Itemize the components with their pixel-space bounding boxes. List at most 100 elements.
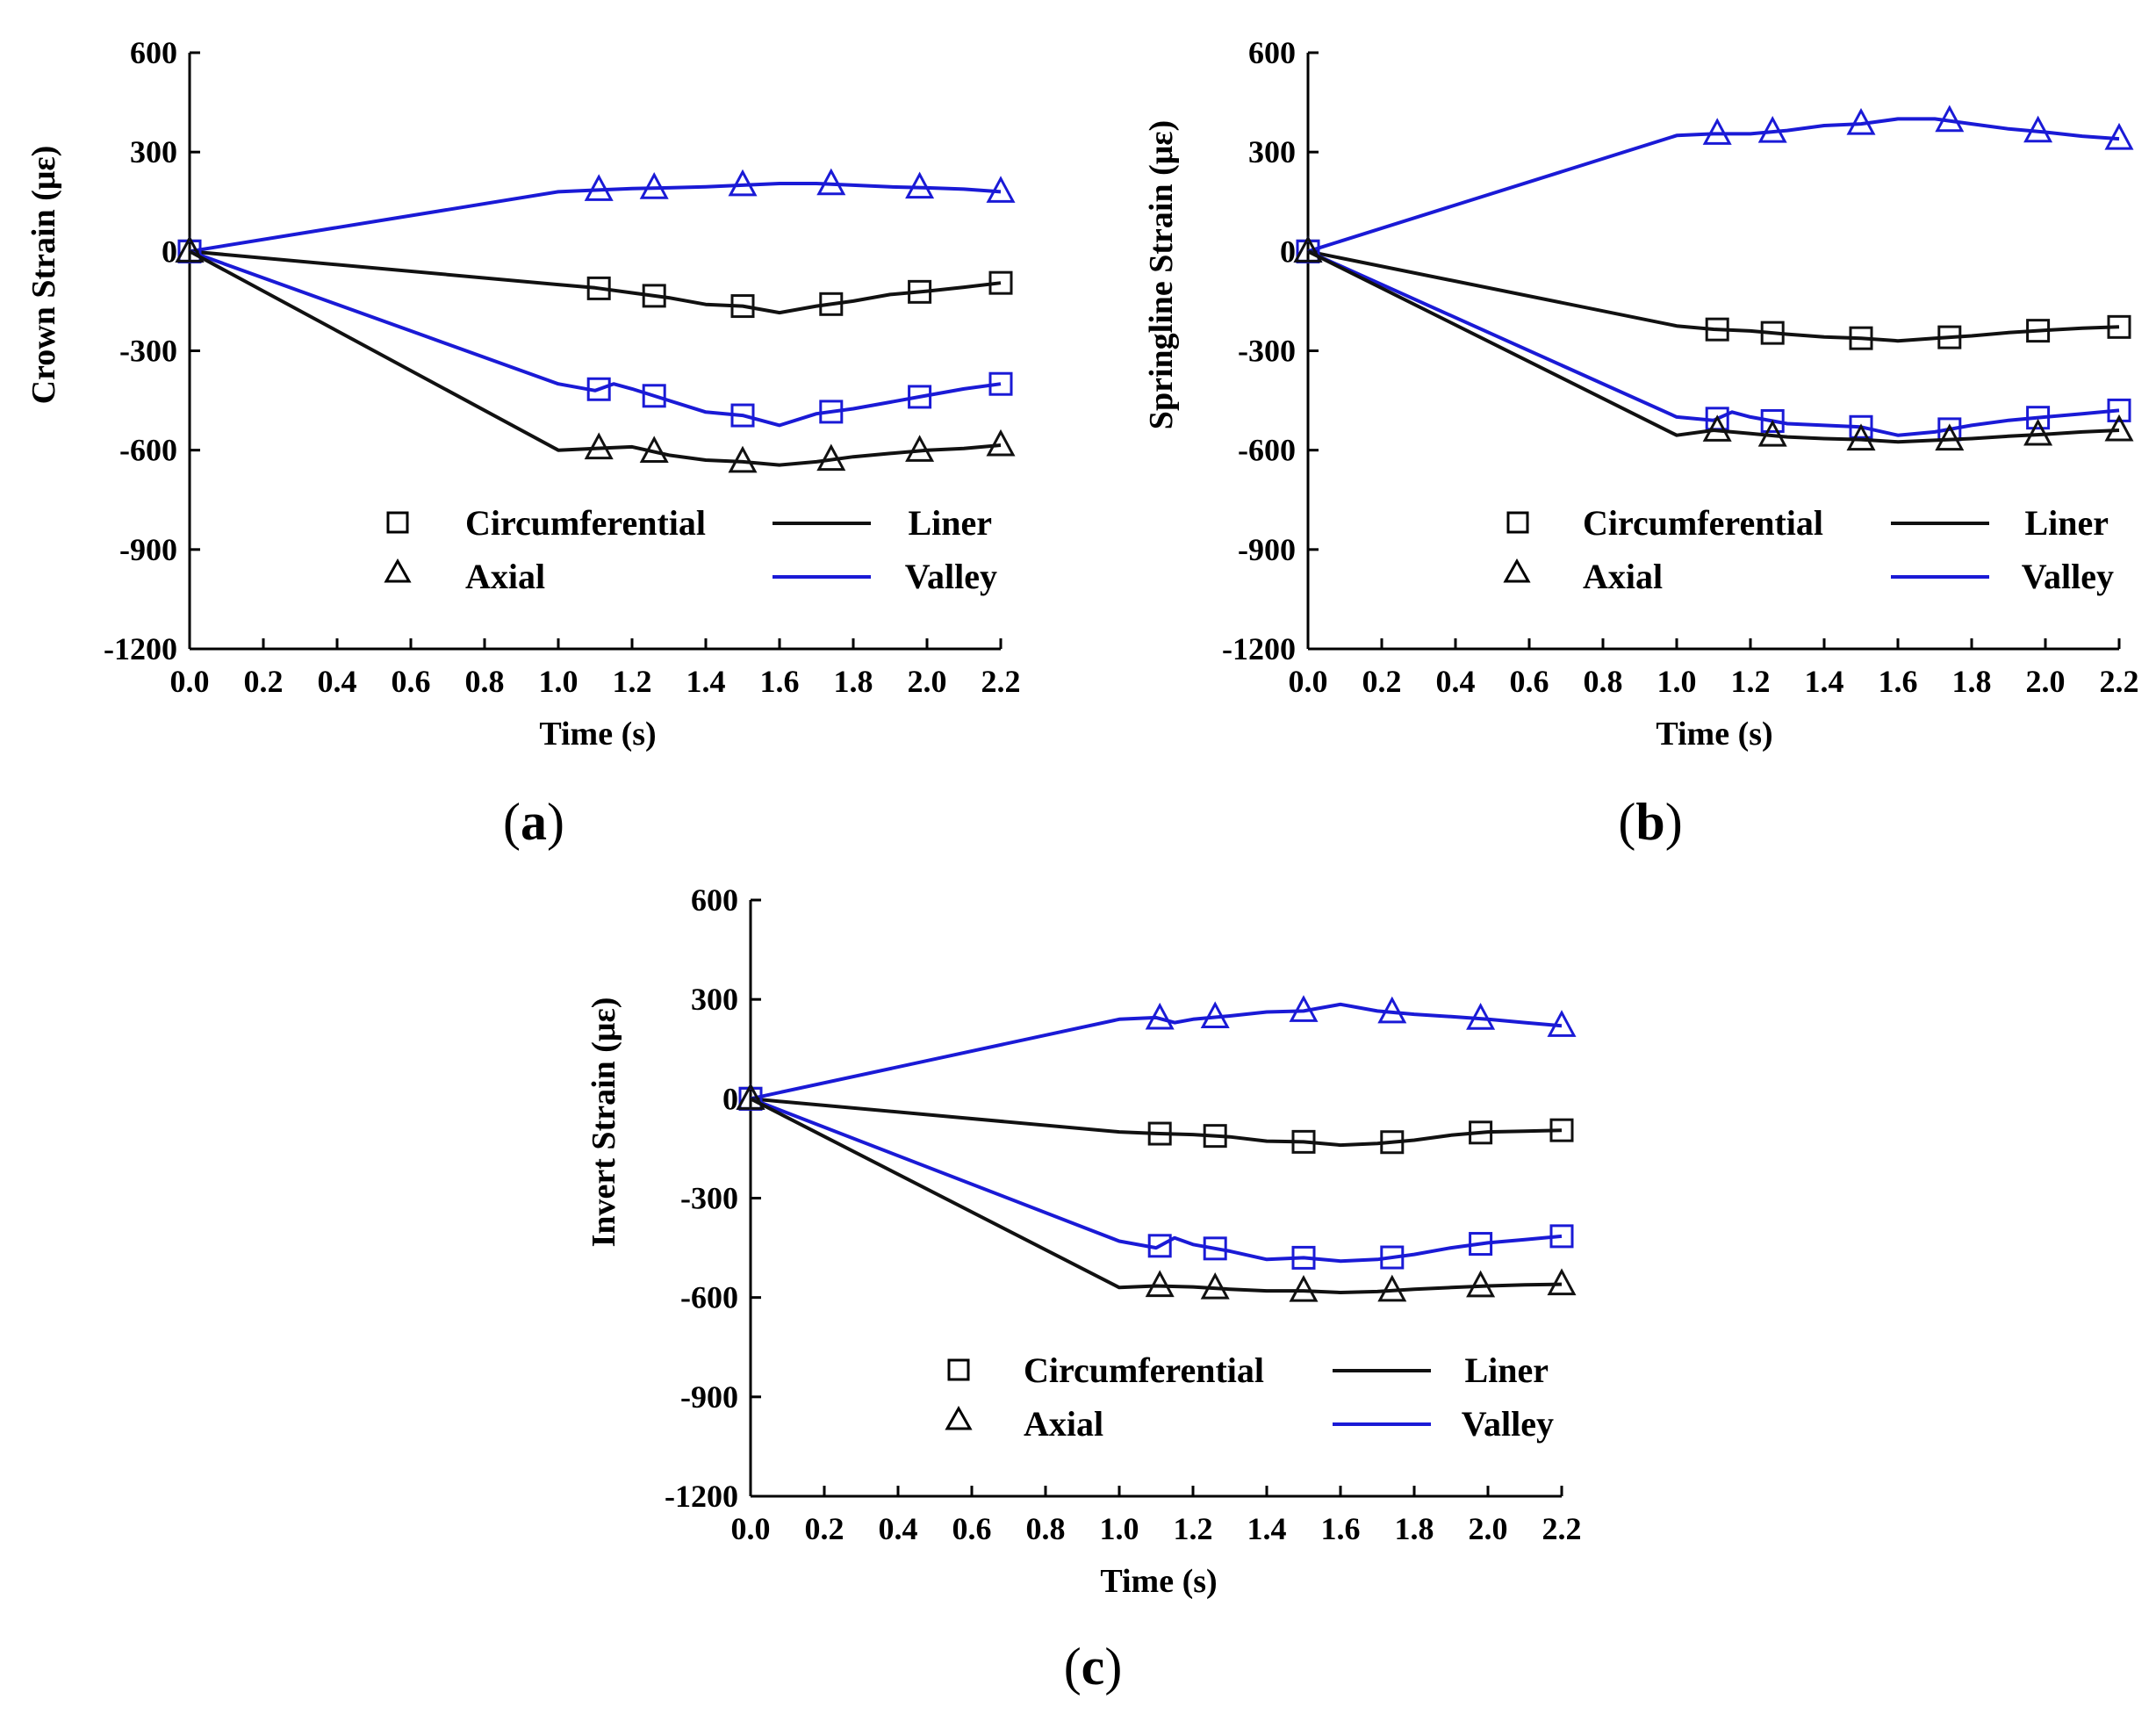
y-tick-label: -600 [680,1280,738,1315]
legend: Circumferential Liner Axial Valley [945,1350,1554,1444]
y-tick-label: 300 [130,134,177,169]
y-axis-title: Crown Strain (με) [25,146,62,405]
x-tick-label: 0.0 [1289,664,1328,699]
x-tick-label: 0.8 [465,664,505,699]
legend-circumferential: Circumferential [1024,1350,1264,1390]
triangle-marker [1757,419,1787,447]
triangle-marker [1289,1274,1319,1302]
series-line-liner-axial [189,249,1002,467]
y-tick-label: 300 [1248,134,1296,169]
triangle-marker [584,174,614,201]
triangle-marker [1145,1002,1175,1030]
square-marker [988,371,1013,396]
x-tick-label: 0.2 [1362,664,1402,699]
triangle-marker [1935,104,1965,133]
y-tick-label: 0 [162,234,177,269]
triangle-marker [986,176,1016,203]
legend: Circumferential Liner Axial Valley [384,503,997,596]
triangle-marker [905,171,935,199]
x-axis-title: Time (s) [539,716,656,753]
square-marker [642,284,666,308]
triangle-marker [1935,423,1965,451]
y-tick-label: 600 [1248,35,1296,70]
panel-label: (c) [1064,1638,1123,1696]
panel-label: (b) [1618,793,1682,851]
y-tick-label: -1200 [1222,631,1296,666]
y-tick-label: -1200 [104,631,177,666]
triangle-marker [584,432,614,460]
triangle-marker [1200,1272,1230,1300]
triangle-marker [639,172,669,199]
triangle-marker [1846,107,1876,135]
square-marker [2107,398,2131,422]
triangle-marker [2104,122,2134,150]
legend-triangle-marker [1503,558,1531,583]
y-axis-title: Invert Strain (με) [586,997,622,1248]
series-line-liner-circumferential [750,1097,1563,1148]
square-marker [1937,325,1962,349]
series-line-liner-circumferential [1307,249,2120,343]
x-tick-label: 1.4 [686,664,726,699]
square-marker [1469,1120,1493,1145]
square-marker [1705,317,1729,342]
series-line-valley-axial [189,182,1002,254]
x-tick-label: 1.0 [1657,664,1697,699]
x-tick-label: 1.6 [1321,1511,1361,1546]
x-tick-label: 1.8 [1395,1511,1434,1546]
legend-liner: Liner [1464,1350,1549,1390]
triangle-marker [816,443,846,472]
series-line-valley-axial [1307,117,2120,254]
triangle-marker [728,169,758,197]
triangle-marker [1377,996,1407,1024]
legend-liner: Liner [2024,503,2109,543]
x-tick-label: 1.8 [834,664,873,699]
x-tick-label: 2.2 [1542,1511,1582,1546]
y-tick-label: -900 [680,1379,738,1415]
legend-triangle-marker [384,558,412,583]
legend-axial: Axial [1583,557,1663,596]
x-tick-label: 2.0 [2026,664,2066,699]
square-marker [819,292,844,316]
square-marker [642,384,666,408]
square-marker [1549,1118,1574,1142]
triangle-marker [1200,1001,1230,1029]
y-tick-label: -300 [1238,334,1296,369]
x-tick-label: 1.4 [1805,664,1844,699]
x-tick-label: 0.8 [1026,1511,1066,1546]
x-tick-label: 0.0 [731,1511,771,1546]
legend-circumferential: Circumferential [465,503,706,543]
square-marker [988,270,1013,295]
y-tick-label: -600 [1238,433,1296,468]
square-marker [1203,1236,1227,1261]
legend-valley: Valley [905,557,997,596]
square-marker [1291,1129,1316,1154]
square-marker [1469,1232,1493,1257]
x-tick-label: 0.0 [170,664,210,699]
triangle-marker [2023,418,2053,446]
square-marker [819,400,844,424]
triangle-marker [1846,423,1876,451]
square-marker [1291,1245,1316,1270]
y-tick-label: -300 [680,1181,738,1216]
x-tick-label: 1.4 [1247,1511,1287,1546]
x-tick-label: 1.2 [1174,1511,1213,1546]
x-tick-label: 1.2 [613,664,652,699]
y-tick-label: 600 [130,35,177,70]
y-tick-label: -900 [119,532,177,567]
series-line-liner-circumferential [189,249,1002,315]
legend-square-marker [386,511,409,534]
square-marker [1380,1130,1405,1155]
x-tick-label: 1.0 [1100,1511,1139,1546]
triangle-marker [905,435,935,462]
triangle-marker [986,428,1016,457]
y-tick-label: -300 [119,334,177,369]
legend-axial: Axial [1024,1404,1103,1444]
series-line-liner-axial [750,1097,1563,1294]
x-tick-label: 1.2 [1731,664,1771,699]
x-tick-label: 0.4 [1436,664,1476,699]
square-marker [1147,1121,1172,1146]
x-tick-label: 0.4 [318,664,357,699]
